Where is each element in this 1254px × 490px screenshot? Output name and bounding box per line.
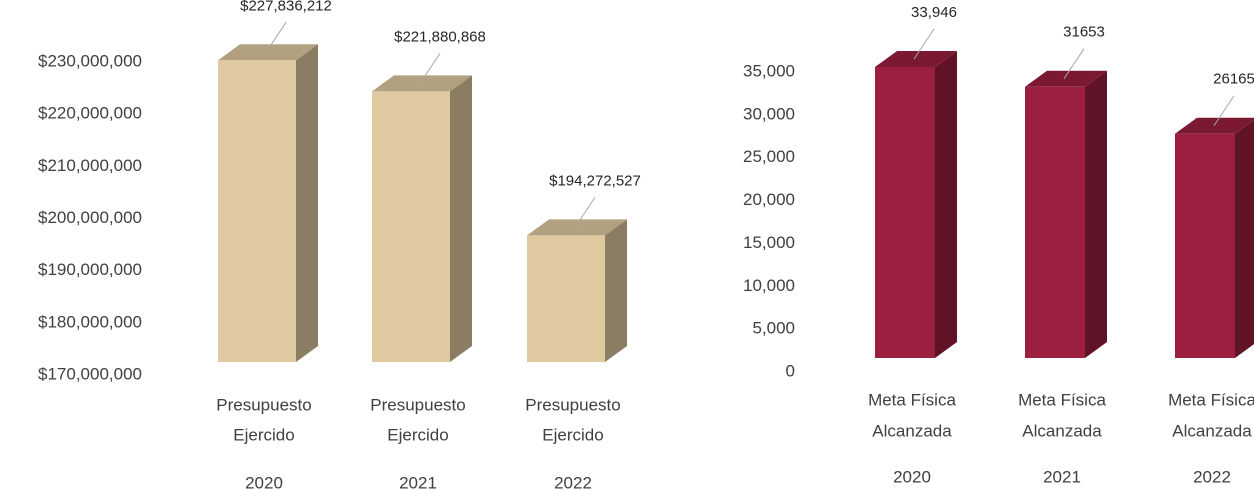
x-tick-label: Presupuesto	[370, 395, 465, 414]
x-tick-label: 2021	[399, 473, 437, 490]
x-tick-label: Presupuesto	[216, 395, 311, 414]
y-tick-label: 35,000	[743, 61, 795, 80]
x-tick-label: Ejercido	[233, 425, 294, 444]
x-tick-label: Meta Física	[1168, 390, 1254, 409]
y-tick-label: 25,000	[743, 147, 795, 166]
x-tick-label: Ejercido	[542, 425, 603, 444]
value-label: $194,272,527	[549, 172, 641, 189]
x-tick-label: 2020	[893, 467, 931, 486]
value-label: 31653	[1063, 24, 1105, 41]
y-tick-label: $180,000,000	[38, 312, 142, 331]
bar-front	[1025, 86, 1085, 358]
leader-line	[574, 197, 596, 228]
x-tick-label: 2022	[554, 473, 592, 490]
leader-line	[913, 28, 935, 60]
bar-front	[372, 91, 450, 363]
bar-side	[1235, 119, 1254, 358]
leader-line	[1063, 48, 1085, 79]
x-tick-label: Presupuesto	[525, 395, 620, 414]
leader-line	[419, 53, 441, 84]
x-tick-label: Meta Física	[868, 390, 956, 409]
bar	[218, 44, 318, 363]
x-tick-label: 2020	[245, 473, 283, 490]
y-tick-label: 5,000	[752, 319, 795, 338]
value-label: 26165	[1213, 71, 1254, 88]
bar-side	[450, 75, 472, 363]
x-tick-label: Meta Física	[1018, 390, 1106, 409]
x-tick-label: 2022	[1193, 467, 1231, 486]
bar	[1175, 117, 1254, 358]
y-tick-label: 30,000	[743, 104, 795, 123]
y-tick-label: $220,000,000	[38, 104, 142, 123]
y-tick-label: 15,000	[743, 233, 795, 252]
y-tick-label: 10,000	[743, 276, 795, 295]
bar-side	[296, 44, 318, 363]
bar-front	[218, 60, 296, 363]
y-tick-label: $210,000,000	[38, 156, 142, 175]
bar-top	[218, 44, 318, 61]
leader-line	[265, 22, 287, 53]
bar-side	[1085, 70, 1107, 358]
bar-side	[605, 219, 627, 362]
bar-front	[875, 67, 935, 358]
x-tick-label: Alcanzada	[1172, 421, 1252, 440]
value-label: $221,880,868	[394, 28, 486, 45]
bar-front	[527, 235, 605, 362]
value-label: 33,946	[911, 4, 957, 21]
y-tick-label: $230,000,000	[38, 51, 142, 70]
x-tick-label: 2021	[1043, 467, 1081, 486]
x-tick-label: Alcanzada	[872, 421, 952, 440]
x-tick-label: Ejercido	[387, 425, 448, 444]
bar	[372, 75, 472, 363]
bar	[1025, 70, 1107, 358]
y-tick-label: 0	[786, 361, 795, 380]
y-tick-label: $170,000,000	[38, 364, 142, 383]
bar	[527, 219, 627, 362]
value-label: $227,836,212	[240, 0, 332, 14]
bar-top	[1025, 70, 1107, 87]
bar-top	[875, 51, 957, 68]
leader-line	[1213, 95, 1235, 127]
y-tick-label: $200,000,000	[38, 208, 142, 227]
bar-top	[372, 75, 472, 92]
bar-front	[1175, 133, 1235, 358]
bar-side	[935, 51, 957, 358]
y-tick-label: 20,000	[743, 190, 795, 209]
x-tick-label: Alcanzada	[1022, 421, 1102, 440]
y-tick-label: $190,000,000	[38, 260, 142, 279]
bar	[875, 51, 957, 358]
bar-top	[527, 219, 627, 236]
